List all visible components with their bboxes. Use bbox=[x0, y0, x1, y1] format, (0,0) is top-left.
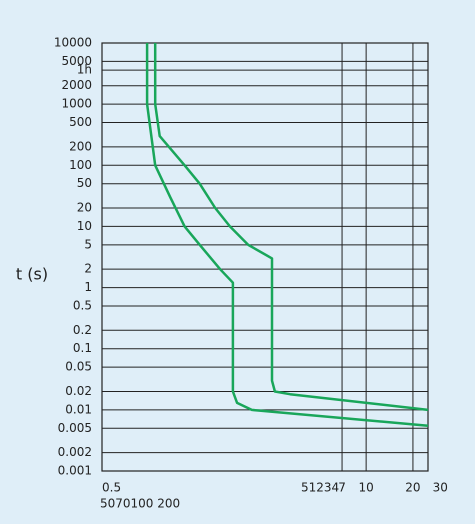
y-tick-label: 20 bbox=[77, 201, 92, 215]
x-tick-label: 20 bbox=[405, 481, 420, 495]
y-tick-label: 0.2 bbox=[73, 323, 92, 337]
trip-curve bbox=[145, 43, 429, 427]
y-tick-label: 0.5 bbox=[73, 298, 92, 312]
x-tick-label: 10 bbox=[358, 481, 373, 495]
x-label-fragment: 51234 bbox=[301, 481, 339, 495]
y-tick-label: 0.005 bbox=[58, 421, 92, 435]
y-tick-label: 0.002 bbox=[58, 445, 92, 459]
y-tick-label: 0.001 bbox=[58, 464, 92, 478]
y-tick-label: 100 bbox=[69, 158, 92, 172]
y-tick-label: 0.01 bbox=[65, 402, 92, 416]
y-axis-label: t (s) bbox=[16, 265, 48, 284]
trip-curve bbox=[153, 43, 429, 412]
y-tick-label: 2000 bbox=[61, 78, 92, 92]
y-tick-label: 0.02 bbox=[65, 384, 92, 398]
x-tick-label: 30 bbox=[433, 481, 448, 495]
x-label-fragment: 5070100 200 bbox=[100, 497, 180, 511]
y-tick-label: 2 bbox=[84, 262, 92, 276]
y-tick-label: 50 bbox=[77, 176, 92, 190]
y-tick-label: 1000 bbox=[61, 97, 92, 111]
y-tick-label: 5000 bbox=[61, 54, 92, 68]
y-tick-label: 0.05 bbox=[65, 360, 92, 374]
y-tick-label: 1h bbox=[77, 63, 92, 77]
y-tick-label: 0.1 bbox=[73, 341, 92, 355]
y-tick-label: 5 bbox=[84, 237, 92, 251]
y-tick-label: 200 bbox=[69, 139, 92, 153]
x-tick-label: 7 bbox=[338, 481, 346, 495]
x-label-fragment: 0.5 bbox=[102, 481, 121, 495]
y-tick-label: 10000 bbox=[54, 36, 92, 50]
y-tick-label: 500 bbox=[69, 115, 92, 129]
y-tick-label: 10 bbox=[77, 219, 92, 233]
y-tick-label: 1 bbox=[84, 280, 92, 294]
